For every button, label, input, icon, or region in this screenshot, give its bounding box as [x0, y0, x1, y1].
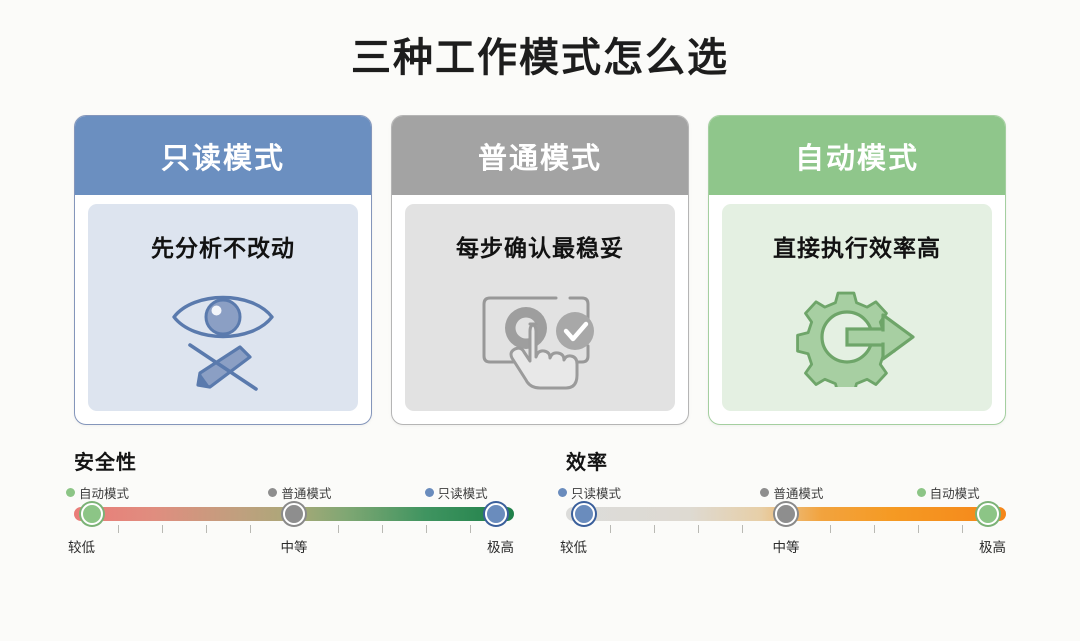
slider-security-ticks — [74, 525, 514, 534]
tick — [830, 525, 832, 533]
legend-dot-readonly — [558, 488, 567, 497]
tick — [654, 525, 656, 533]
legend-item-normal: 普通模式 — [268, 483, 331, 502]
slider-efficiency-handle-auto[interactable] — [977, 503, 1000, 525]
gear-arrow-icon — [722, 263, 992, 411]
legend-item-auto: 自动模式 — [916, 483, 980, 502]
legend-dot-auto — [66, 488, 75, 497]
legend-dot-normal — [268, 488, 278, 497]
mode-card-auto-header: 自动模式 — [709, 116, 1005, 195]
legend-item-normal: 普通模式 — [760, 483, 823, 502]
scale-label-low: 较低 — [68, 540, 95, 555]
slider-security-handle-auto-dot — [85, 507, 99, 521]
tick — [426, 525, 428, 533]
mode-card-normal-panel: 每步确认最稳妥 — [405, 204, 675, 411]
slider-security-handle-normal-dot — [287, 507, 301, 521]
mode-card-readonly-header: 只读模式 — [75, 116, 371, 195]
page-title: 三种工作模式怎么选 — [351, 36, 729, 80]
slider-efficiency-handle-normal-dot — [779, 507, 793, 521]
tick — [610, 525, 612, 533]
slider-efficiency-legend: 只读模式 普通模式 自动模式 — [558, 483, 1006, 502]
mode-card-readonly[interactable]: 只读模式 先分析不改动 — [74, 115, 372, 425]
tick — [338, 525, 340, 533]
legend-label-normal: 普通模式 — [773, 487, 824, 501]
slider-efficiency-handle-readonly[interactable] — [572, 503, 595, 525]
slider-efficiency-ticks — [566, 525, 1006, 534]
slider-security-handle-normal[interactable] — [283, 503, 305, 525]
mode-card-normal[interactable]: 普通模式 每步确认最稳妥 — [391, 115, 689, 425]
slider-security-legend: 自动模式 普通模式 只读模式 — [66, 483, 514, 502]
scale-label-mid: 中等 — [280, 540, 308, 555]
tap-confirm-icon — [405, 263, 675, 411]
mode-card-readonly-body: 先分析不改动 — [75, 195, 371, 424]
tick — [698, 525, 700, 533]
legend-dot-auto — [916, 488, 926, 497]
scale-label-mid: 中等 — [772, 540, 800, 555]
legend-label-readonly: 只读模式 — [437, 487, 488, 501]
legend-label-auto: 自动模式 — [929, 487, 980, 501]
legend-dot-normal — [760, 488, 770, 497]
scale-label-high: 极高 — [487, 540, 514, 555]
slider-security-scale: 较低 中等 极高 — [68, 536, 514, 556]
mode-card-auto-panel: 直接执行效率高 — [722, 204, 992, 411]
tick — [162, 525, 164, 533]
mode-cards-row: 只读模式 先分析不改动 — [0, 115, 1080, 425]
slider-efficiency-handle-auto-dot — [981, 507, 995, 521]
legend-label-readonly: 只读模式 — [571, 487, 622, 501]
slider-efficiency-handle-normal[interactable] — [775, 503, 797, 525]
legend-label-normal: 普通模式 — [281, 487, 332, 501]
tick — [118, 525, 120, 533]
tick — [874, 525, 876, 533]
slider-efficiency-handle-readonly-dot — [577, 507, 591, 521]
slider-efficiency-title: 效率 — [566, 452, 608, 474]
legend-item-readonly: 只读模式 — [424, 483, 488, 502]
scale-label-high: 极高 — [979, 540, 1006, 555]
mode-card-auto-body: 直接执行效率高 — [709, 195, 1005, 424]
mode-card-normal-description: 每步确认最稳妥 — [456, 235, 624, 261]
mode-card-normal-body: 每步确认最稳妥 — [392, 195, 688, 424]
scale-label-low: 较低 — [560, 540, 587, 555]
legend-dot-readonly — [424, 488, 434, 497]
mode-card-auto-description: 直接执行效率高 — [773, 235, 941, 261]
tick — [962, 525, 964, 533]
tick — [742, 525, 744, 533]
slider-security-title: 安全性 — [74, 452, 137, 474]
tick — [918, 525, 920, 533]
mode-card-auto[interactable]: 自动模式 直接执行效率高 — [708, 115, 1006, 425]
tick — [250, 525, 252, 533]
tick — [206, 525, 208, 533]
slider-efficiency-track-wrap[interactable] — [566, 503, 1006, 525]
slider-efficiency-scale: 较低 中等 极高 — [560, 536, 1006, 556]
slider-security-handle-readonly[interactable] — [485, 503, 508, 525]
tick — [382, 525, 384, 533]
slider-security-track-wrap[interactable] — [74, 503, 514, 525]
slider-group-efficiency: 效率 只读模式 普通模式 自动模式 — [558, 446, 1006, 556]
legend-item-auto: 自动模式 — [66, 483, 129, 502]
legend-label-auto: 自动模式 — [79, 487, 130, 501]
mode-card-normal-header: 普通模式 — [392, 116, 688, 195]
mode-card-readonly-description: 先分析不改动 — [151, 235, 295, 261]
slider-security-handle-readonly-dot — [489, 507, 503, 521]
tick — [470, 525, 472, 533]
comparison-sliders: 安全性 自动模式 普通模式 只读模式 — [0, 446, 1080, 556]
eye-no-edit-icon — [88, 263, 358, 411]
legend-item-readonly: 只读模式 — [558, 483, 621, 502]
mode-card-readonly-panel: 先分析不改动 — [88, 204, 358, 411]
slider-security-handle-auto[interactable] — [80, 503, 103, 525]
slider-group-security: 安全性 自动模式 普通模式 只读模式 — [66, 446, 514, 556]
